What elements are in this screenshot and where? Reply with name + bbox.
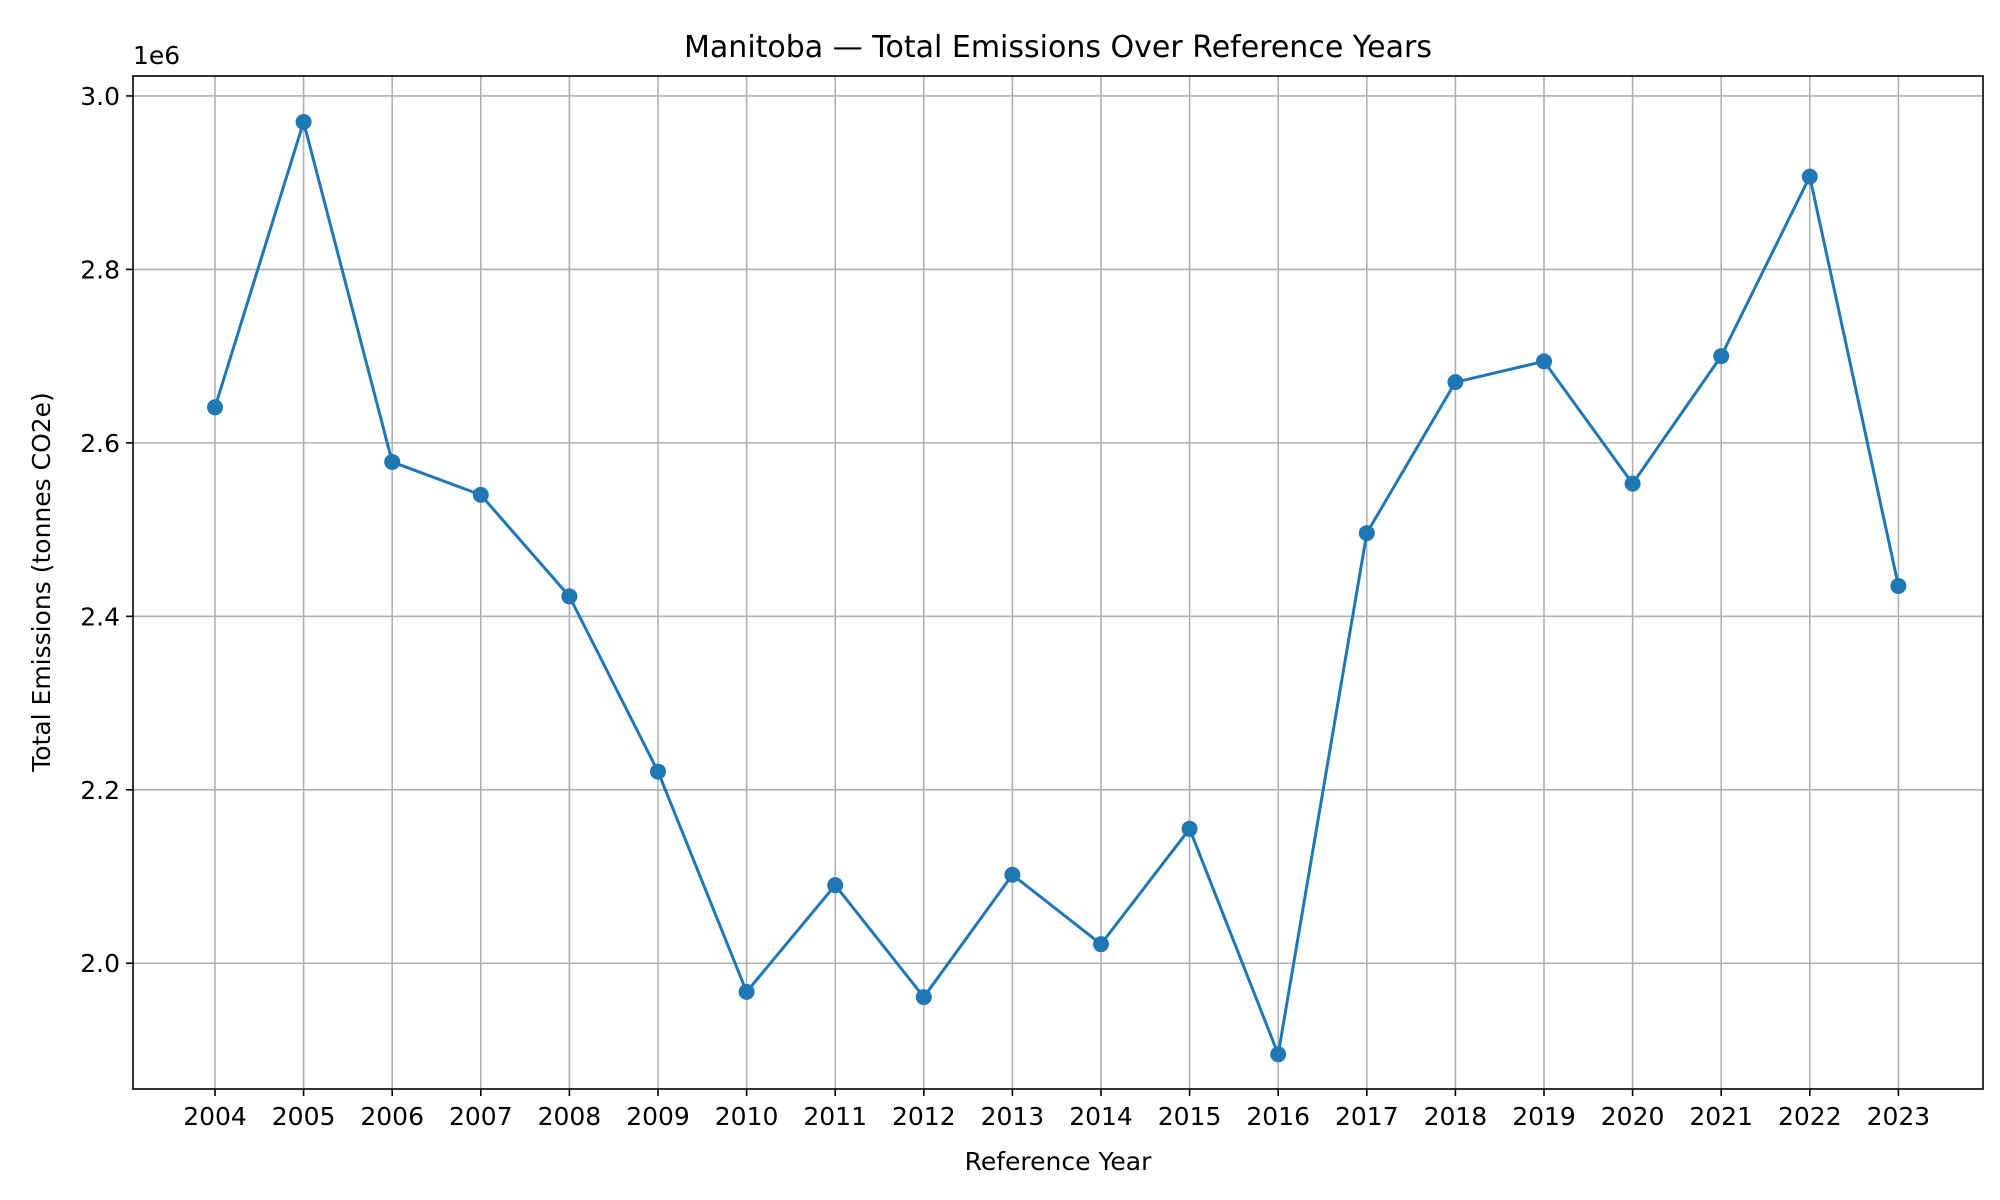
data-point-2019 (1536, 353, 1552, 370)
x-tick-label: 2005 (272, 1102, 336, 1131)
x-tick-label: 2018 (1424, 1102, 1488, 1131)
x-tick-label: 2008 (538, 1102, 602, 1131)
y-tick-label: 2.6 (80, 429, 120, 458)
series-layer (207, 113, 1907, 1063)
x-tick-label: 2009 (626, 1102, 690, 1131)
x-tick-label: 2017 (1335, 1102, 1399, 1131)
data-point-2007 (472, 486, 489, 503)
x-tick-label: 2014 (1069, 1102, 1133, 1131)
data-point-2013 (1004, 866, 1021, 883)
x-tick-label: 2016 (1246, 1102, 1310, 1131)
data-point-2015 (1181, 820, 1198, 837)
data-point-2004 (207, 399, 223, 416)
plot-frame (132, 75, 1984, 1090)
y-tick-label: 2.4 (80, 602, 120, 631)
data-point-2008 (561, 588, 578, 605)
series-line (213, 120, 1900, 1056)
chart-title: Manitoba — Total Emissions Over Referenc… (684, 30, 1432, 65)
data-point-2017 (1358, 525, 1375, 542)
y-axis-ticks: 2.0 2.2 2.4 2.6 2.8 3.0 (80, 82, 133, 978)
data-point-2006 (384, 453, 401, 470)
y-axis-label: Total Emissions (tonnes CO2e) (27, 392, 56, 773)
x-tick-label: 2013 (981, 1102, 1045, 1131)
x-tick-label: 2004 (183, 1102, 247, 1131)
x-axis-label: Reference Year (965, 1147, 1152, 1176)
x-tick-label: 2007 (449, 1102, 513, 1131)
y-axis-offset-label: 1e6 (133, 41, 180, 70)
data-point-2010 (738, 983, 755, 1000)
x-tick-label: 2012 (892, 1102, 956, 1131)
y-tick-label: 2.8 (80, 255, 120, 284)
x-tick-label: 2020 (1601, 1102, 1665, 1131)
data-point-2021 (1713, 348, 1730, 365)
data-point-2018 (1447, 374, 1464, 391)
data-point-2020 (1624, 475, 1641, 492)
x-tick-label: 2015 (1158, 1102, 1222, 1131)
y-tick-label: 3.0 (80, 82, 120, 111)
data-point-2023 (1890, 577, 1907, 594)
data-point-2009 (650, 763, 666, 780)
x-axis-ticks: 2004 2005 2006 2007 2008 2009 2010 2011 2012 2013… (183, 1089, 1930, 1131)
grid-lines (133, 76, 1983, 1089)
x-tick-label: 2022 (1778, 1102, 1842, 1131)
data-point-2022 (1801, 168, 1818, 185)
x-tick-label: 2019 (1512, 1102, 1576, 1131)
x-tick-label: 2006 (360, 1102, 424, 1131)
x-tick-label: 2011 (803, 1102, 867, 1131)
data-point-2016 (1270, 1046, 1287, 1063)
data-point-2012 (915, 989, 932, 1006)
y-tick-label: 2.2 (80, 776, 120, 805)
data-point-2014 (1093, 936, 1109, 953)
data-point-2011 (827, 877, 844, 894)
x-tick-label: 2010 (715, 1102, 779, 1131)
y-tick-label: 2.0 (80, 949, 120, 978)
x-tick-label: 2021 (1689, 1102, 1753, 1131)
x-tick-label: 2023 (1867, 1102, 1931, 1131)
data-point-2005 (295, 113, 312, 130)
plot-area-background (133, 76, 1983, 1089)
